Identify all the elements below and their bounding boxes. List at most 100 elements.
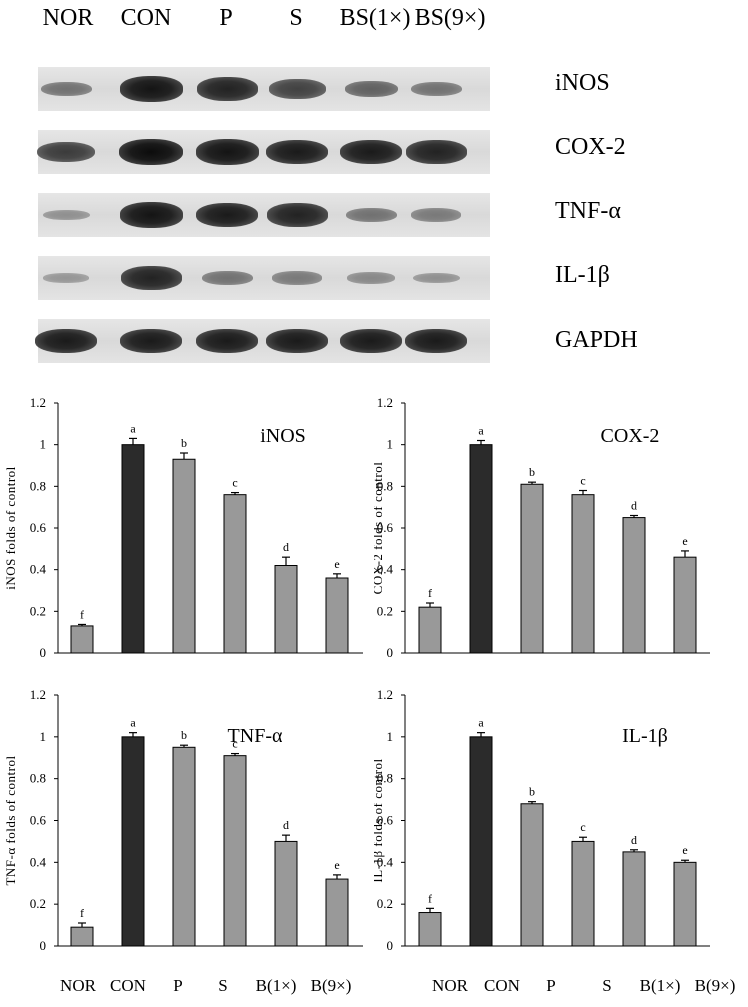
blot-strip-tnfa: [38, 193, 490, 237]
significance-letter: e: [682, 843, 687, 857]
blot-label-gapdh: GAPDH: [555, 327, 638, 353]
bar: [418, 912, 442, 947]
y-tick-label: 0.8: [30, 478, 46, 493]
bar: [622, 851, 646, 947]
significance-letter: d: [283, 818, 289, 832]
blot-band: [201, 270, 253, 286]
significance-letter: e: [334, 858, 339, 872]
chart-title: iNOS: [260, 425, 306, 447]
x-category-label: B(9×): [311, 976, 352, 995]
significance-letter: f: [428, 586, 432, 600]
y-axis-label: iNOS folds of control: [3, 466, 18, 590]
y-tick-label: 0: [40, 645, 47, 660]
lane-label-p: P: [219, 5, 233, 31]
blot-label-il1b: IL-1β: [555, 262, 610, 288]
y-tick-label: 1.2: [30, 687, 46, 702]
bar: [673, 556, 697, 654]
y-axis-label: COX-2 folds of control: [374, 462, 385, 595]
bar: [571, 840, 595, 947]
y-tick-label: 1: [387, 437, 394, 452]
significance-letter: c: [580, 474, 585, 488]
bar: [622, 517, 646, 654]
lane-label-bs1: BS(1×): [339, 5, 411, 31]
significance-letter: c: [232, 737, 237, 751]
significance-letter: c: [580, 820, 585, 834]
lane-label-con: CON: [120, 5, 172, 31]
significance-letter: b: [181, 728, 187, 742]
bar: [172, 458, 196, 654]
y-tick-label: 1.2: [377, 395, 393, 410]
y-tick-label: 0.8: [30, 771, 46, 786]
y-axis-label: IL-1β folds of control: [374, 758, 385, 882]
bar: [673, 861, 697, 947]
blot-band: [40, 81, 92, 97]
y-tick-label: 0.6: [377, 520, 394, 535]
x-category-label: P: [546, 976, 555, 995]
significance-letter: f: [80, 906, 84, 920]
significance-letter: f: [80, 607, 84, 621]
blot-band: [347, 272, 395, 284]
bar: [571, 494, 595, 654]
bar: [469, 736, 493, 947]
blot-band: [268, 79, 326, 99]
blot-band: [266, 139, 328, 165]
significance-letter: e: [334, 557, 339, 571]
x-category-label: B(9×): [695, 976, 736, 995]
blot-band: [410, 81, 462, 97]
y-tick-label: 1.2: [377, 687, 393, 702]
x-category-label: P: [173, 976, 182, 995]
bar: [121, 736, 145, 947]
blot-band: [412, 272, 460, 284]
blot-label-inos: iNOS: [555, 70, 610, 96]
significance-letter: a: [130, 716, 136, 730]
inos-bar-chart: 0 0.2 0.4 0.6 0.8 1 1.2 iNOS folds of control f a…: [3, 395, 363, 660]
x-category-label: S: [218, 976, 227, 995]
y-tick-label: 0.8: [377, 478, 393, 493]
y-tick-label: 0: [387, 938, 394, 953]
blot-band: [405, 140, 467, 164]
significance-letter: c: [232, 476, 237, 490]
bar: [172, 746, 196, 947]
chart-title: TNF-α: [228, 725, 283, 747]
significance-letter: a: [478, 424, 484, 438]
y-tick-label: 1: [40, 437, 47, 452]
bar: [418, 606, 442, 654]
blot-band: [272, 271, 322, 285]
blot-band: [344, 80, 398, 98]
bar: [520, 803, 544, 947]
x-category-label: B(1×): [640, 976, 681, 995]
il1b-bar-chart: 0 0.2 0.4 0.6 0.8 1 1.2 IL-1β folds of control f…: [374, 687, 736, 995]
blot-band: [119, 139, 183, 165]
blot-label-tnfa: TNF-α: [555, 198, 621, 224]
blot-band: [43, 273, 89, 283]
y-tick-label: 0: [40, 938, 47, 953]
y-tick-label: 1: [40, 729, 47, 744]
y-tick-label: 0.2: [377, 603, 393, 618]
y-tick-label: 0: [387, 645, 394, 660]
bar: [223, 755, 247, 947]
y-tick-label: 0.4: [30, 562, 47, 577]
y-tick-label: 0.6: [30, 520, 47, 535]
chart-title: IL-1β: [622, 725, 668, 747]
bar: [70, 625, 94, 654]
y-axis-label: TNF-α folds of control: [3, 755, 18, 885]
blot-band: [196, 328, 258, 354]
blot-band: [119, 76, 183, 102]
significance-letter: b: [529, 465, 535, 479]
significance-letter: a: [478, 716, 484, 730]
blot-label-cox2: COX-2: [555, 134, 626, 160]
x-category-label: CON: [110, 976, 146, 995]
bar: [274, 565, 298, 654]
bar: [121, 444, 145, 654]
x-category-label: S: [602, 976, 611, 995]
y-tick-label: 1: [387, 729, 394, 744]
x-category-label: B(1×): [256, 976, 297, 995]
bar: [70, 926, 94, 947]
lane-label-nor: NOR: [42, 5, 94, 31]
bar: [469, 444, 493, 654]
cox2-bar-chart: 0 0.2 0.4 0.6 0.8 1 1.2 COX-2 folds of control f…: [374, 395, 710, 660]
significance-letter: a: [130, 421, 136, 435]
significance-letter: d: [631, 833, 637, 847]
y-tick-label: 1.2: [30, 395, 46, 410]
blot-strip-il1b: [38, 256, 490, 300]
